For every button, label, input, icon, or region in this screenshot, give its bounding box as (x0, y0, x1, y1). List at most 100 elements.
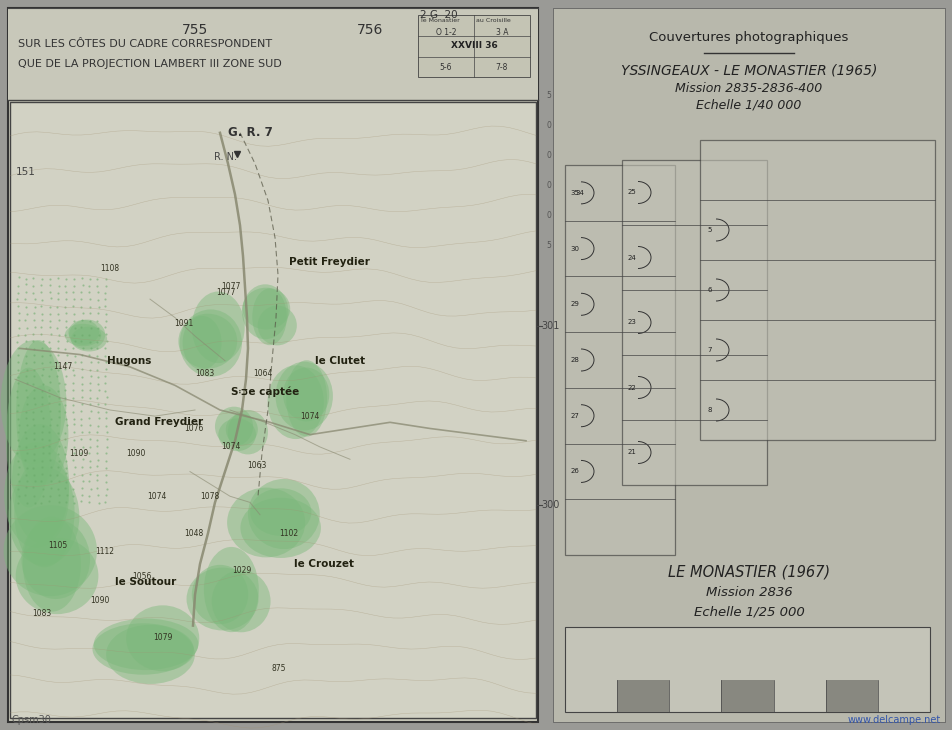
Text: 24: 24 (627, 255, 636, 261)
Text: 2 G  20: 2 G 20 (420, 10, 457, 20)
Ellipse shape (69, 320, 99, 345)
Text: 1076: 1076 (185, 424, 204, 433)
Ellipse shape (4, 442, 69, 548)
Text: 1048: 1048 (185, 529, 204, 538)
Ellipse shape (283, 367, 329, 421)
Text: 23: 23 (627, 320, 636, 326)
Ellipse shape (126, 605, 199, 671)
Text: Grand Freydier: Grand Freydier (115, 418, 203, 427)
Text: Couvertures photographiques: Couvertures photographiques (648, 31, 848, 45)
Text: au Croisille: au Croisille (475, 18, 510, 23)
Text: 151: 151 (16, 167, 36, 177)
Ellipse shape (6, 368, 51, 507)
Ellipse shape (204, 547, 259, 632)
FancyBboxPatch shape (824, 680, 877, 712)
Text: 1077: 1077 (221, 283, 240, 291)
Ellipse shape (268, 365, 324, 439)
Ellipse shape (106, 625, 194, 684)
Ellipse shape (19, 385, 69, 485)
Text: LE MONASTIER (1967): LE MONASTIER (1967) (667, 564, 829, 580)
Ellipse shape (242, 284, 288, 339)
Text: QUE DE LA PROJECTION LAMBERT III ZONE SUD: QUE DE LA PROJECTION LAMBERT III ZONE SU… (18, 59, 282, 69)
Text: R. N.: R. N. (214, 152, 237, 162)
Ellipse shape (228, 410, 268, 454)
Ellipse shape (65, 324, 101, 346)
Ellipse shape (218, 418, 256, 451)
Text: 27: 27 (570, 412, 579, 419)
Ellipse shape (14, 457, 74, 567)
Text: SUR LES CÔTES DU CADRE CORRESPONDENT: SUR LES CÔTES DU CADRE CORRESPONDENT (18, 39, 272, 49)
Text: 1109: 1109 (69, 449, 88, 458)
Text: 1064: 1064 (252, 369, 272, 377)
Text: 0: 0 (546, 210, 551, 220)
Text: 1112: 1112 (95, 548, 114, 556)
Text: 1091: 1091 (174, 319, 193, 328)
Text: 0: 0 (546, 180, 551, 190)
Ellipse shape (257, 306, 296, 345)
Text: 301: 301 (541, 321, 559, 331)
Text: 1078: 1078 (200, 492, 219, 501)
Ellipse shape (23, 517, 81, 612)
Ellipse shape (191, 291, 245, 363)
Ellipse shape (21, 519, 89, 599)
Text: le Crouzet: le Crouzet (294, 559, 354, 569)
FancyBboxPatch shape (700, 140, 934, 440)
FancyBboxPatch shape (721, 680, 773, 712)
Ellipse shape (226, 414, 258, 445)
FancyBboxPatch shape (8, 8, 538, 722)
Ellipse shape (242, 288, 290, 329)
Text: 21: 21 (627, 450, 636, 456)
Text: le Monastier: le Monastier (421, 18, 459, 23)
Ellipse shape (275, 361, 332, 431)
Text: G. R. 7: G. R. 7 (228, 126, 272, 139)
Text: 300: 300 (541, 500, 559, 510)
Text: 1108: 1108 (100, 264, 119, 273)
Text: YSSINGEAUX - LE MONASTIER (1965): YSSINGEAUX - LE MONASTIER (1965) (620, 63, 876, 77)
Text: 8: 8 (707, 407, 711, 413)
Text: Cpsm30: Cpsm30 (12, 715, 51, 725)
FancyBboxPatch shape (617, 680, 668, 712)
Text: 756: 756 (356, 23, 383, 37)
Ellipse shape (227, 488, 305, 558)
Ellipse shape (92, 623, 193, 675)
Ellipse shape (69, 320, 105, 350)
Text: 5: 5 (707, 227, 711, 233)
Ellipse shape (191, 565, 248, 624)
Text: 6: 6 (707, 287, 711, 293)
Ellipse shape (211, 570, 270, 632)
Text: Mission 2836: Mission 2836 (704, 585, 791, 599)
Text: www.delcampe.net: www.delcampe.net (847, 715, 940, 725)
Text: 1083: 1083 (32, 609, 51, 618)
Text: 1074: 1074 (148, 492, 167, 501)
Text: le Soutour: le Soutour (115, 577, 176, 588)
Ellipse shape (178, 314, 237, 369)
FancyBboxPatch shape (622, 160, 766, 485)
Text: Echelle 1/40 000: Echelle 1/40 000 (696, 99, 801, 112)
FancyBboxPatch shape (8, 8, 538, 100)
Text: 5: 5 (546, 91, 551, 99)
Ellipse shape (252, 288, 287, 345)
Text: 1077: 1077 (216, 288, 235, 297)
Text: 5-6: 5-6 (439, 63, 452, 72)
Text: 1102: 1102 (279, 529, 298, 538)
Ellipse shape (15, 538, 98, 614)
Text: Hugons: Hugons (108, 356, 151, 366)
Text: Mission 2835-2836-400: Mission 2835-2836-400 (675, 82, 822, 94)
FancyBboxPatch shape (565, 165, 674, 555)
Ellipse shape (1, 340, 67, 464)
Ellipse shape (187, 567, 258, 631)
Text: 3 A: 3 A (495, 28, 507, 37)
Text: XXVIII 36: XXVIII 36 (450, 42, 497, 50)
Text: 28: 28 (570, 357, 579, 363)
Text: 1074: 1074 (300, 412, 319, 420)
Ellipse shape (183, 316, 222, 370)
Text: 26: 26 (570, 469, 579, 475)
Text: 1147: 1147 (53, 362, 72, 372)
FancyBboxPatch shape (552, 8, 944, 722)
Text: le Clutet: le Clutet (315, 356, 365, 366)
Ellipse shape (240, 498, 321, 558)
Text: 29: 29 (570, 301, 579, 307)
Ellipse shape (4, 505, 97, 596)
Ellipse shape (248, 479, 320, 549)
Text: 0: 0 (546, 120, 551, 129)
